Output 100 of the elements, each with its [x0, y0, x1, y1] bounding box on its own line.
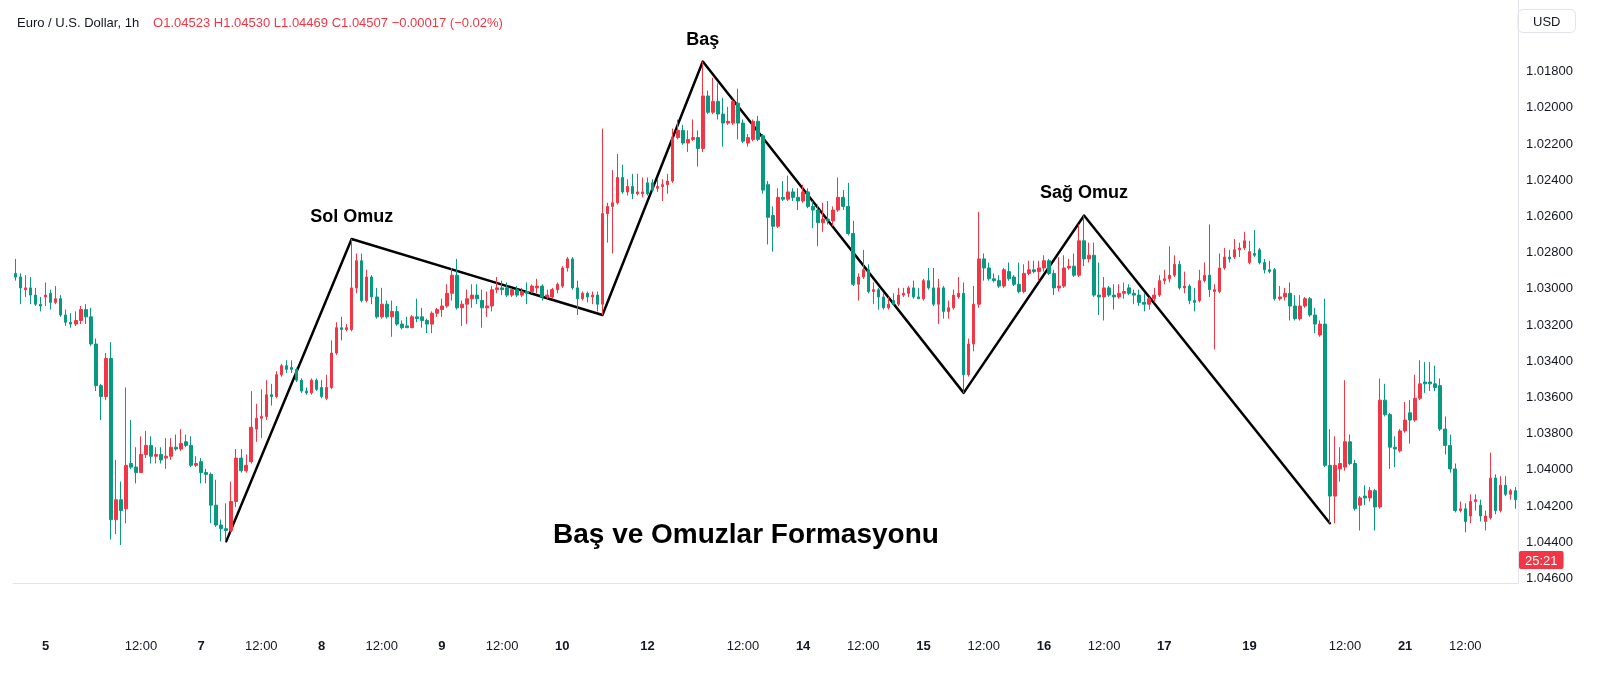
candlestick: [1213, 283, 1216, 350]
candlestick: [892, 292, 895, 307]
candlestick: [566, 256, 569, 273]
candlestick: [626, 178, 629, 197]
candlestick: [696, 129, 700, 168]
candlestick: [480, 289, 484, 329]
candlestick: [265, 379, 268, 421]
candlestick: [596, 291, 599, 312]
candlestick: [1408, 399, 1412, 445]
candlestick: [1464, 502, 1467, 533]
y-tick-label: 1.04000: [1526, 461, 1573, 477]
y-tick-label: 1.02800: [1526, 244, 1573, 260]
candlestick: [972, 285, 975, 352]
candlestick: [29, 276, 32, 305]
candlestick: [1188, 283, 1191, 305]
y-tick-label: 1.03200: [1526, 316, 1573, 332]
y-axis-title: USD: [1533, 13, 1561, 29]
candlestick: [315, 377, 318, 392]
candlestick: [927, 267, 930, 291]
candlestick: [1243, 231, 1246, 251]
candlestick: [455, 258, 459, 311]
x-tick-label: 12:00: [485, 638, 519, 653]
candlestick: [179, 428, 183, 452]
x-tick-label: 12:00: [726, 638, 760, 653]
candlestick: [711, 77, 715, 115]
candlestick: [902, 287, 905, 298]
candlestick: [942, 285, 945, 320]
candlestick: [174, 434, 178, 452]
candlestick: [1102, 276, 1106, 321]
candlestick: [937, 278, 940, 325]
candlestick: [64, 309, 67, 327]
x-tick-label: 12:00: [1449, 638, 1482, 653]
candlestick: [1479, 499, 1482, 522]
candlestick: [1474, 493, 1477, 512]
candlestick: [244, 453, 248, 474]
candlestick: [786, 175, 790, 202]
candlestick: [390, 300, 394, 338]
candlestick: [119, 481, 123, 546]
candlestick: [1318, 319, 1322, 338]
candlestick: [781, 180, 785, 202]
candlestick: [676, 119, 680, 140]
candlestick: [249, 390, 253, 464]
data-label: Baş: [686, 28, 720, 49]
x-tick-label: 5: [41, 638, 50, 653]
candlestick: [611, 169, 614, 254]
candlestick: [159, 446, 163, 464]
candlestick: [39, 296, 42, 312]
candlestick: [1203, 262, 1206, 283]
candlestick: [1168, 245, 1171, 283]
candlestick: [631, 173, 634, 200]
candlestick: [310, 377, 313, 396]
candlestick: [325, 374, 328, 401]
candlestick: [641, 176, 644, 198]
candlestick: [104, 352, 108, 401]
candlestick: [1253, 229, 1256, 258]
y-tick-label: 1.03800: [1526, 425, 1573, 441]
data-label: Sol Omuz: [310, 205, 394, 226]
candlestick: [34, 287, 37, 307]
candlestick: [1218, 252, 1221, 294]
candlestick: [124, 386, 128, 524]
x-tick-label: 10: [555, 638, 570, 653]
candlestick: [1373, 488, 1377, 531]
candlestick: [1499, 475, 1502, 513]
candlestick: [701, 61, 705, 153]
candlestick: [887, 296, 890, 311]
y-tick-label: 1.01800: [1526, 63, 1573, 79]
candlestick: [882, 292, 885, 311]
candlestick: [1208, 224, 1211, 298]
y-tick-label: 1.04200: [1526, 497, 1573, 513]
y-tick-label: 1.02600: [1526, 207, 1573, 223]
candlestick: [340, 316, 343, 341]
candlestick: [295, 367, 298, 383]
candlestick: [1514, 486, 1517, 510]
data-label: Sağ Omuz: [1040, 182, 1129, 203]
candlestick: [385, 300, 389, 320]
candlestick: [1072, 252, 1076, 278]
candlestick: [1158, 274, 1161, 298]
candlestick: [49, 289, 52, 311]
candlestick: [300, 377, 303, 394]
candlestick: [1163, 269, 1166, 285]
x-tick-label: 12:00: [245, 638, 278, 653]
candlestick: [290, 359, 293, 374]
x-tick-label: 14: [795, 638, 812, 653]
x-tick-label: 12:00: [365, 638, 398, 653]
candlestick: [24, 274, 27, 298]
candlestick: [365, 269, 368, 303]
candlestick: [1504, 475, 1507, 497]
candlestick: [194, 455, 198, 468]
candlestick: [957, 276, 960, 300]
candlestick: [661, 178, 664, 202]
candlestick: [912, 280, 915, 300]
candlestick: [1469, 493, 1472, 524]
candlestick: [877, 287, 880, 311]
y-tick-label: 1.02200: [1526, 135, 1573, 151]
candlestick: [671, 128, 674, 184]
candlestick: [821, 202, 825, 233]
candlestick: [1509, 488, 1512, 501]
x-tick-label: 12:00: [1328, 638, 1362, 653]
candlestick: [601, 128, 604, 316]
candlestick: [1494, 473, 1497, 515]
